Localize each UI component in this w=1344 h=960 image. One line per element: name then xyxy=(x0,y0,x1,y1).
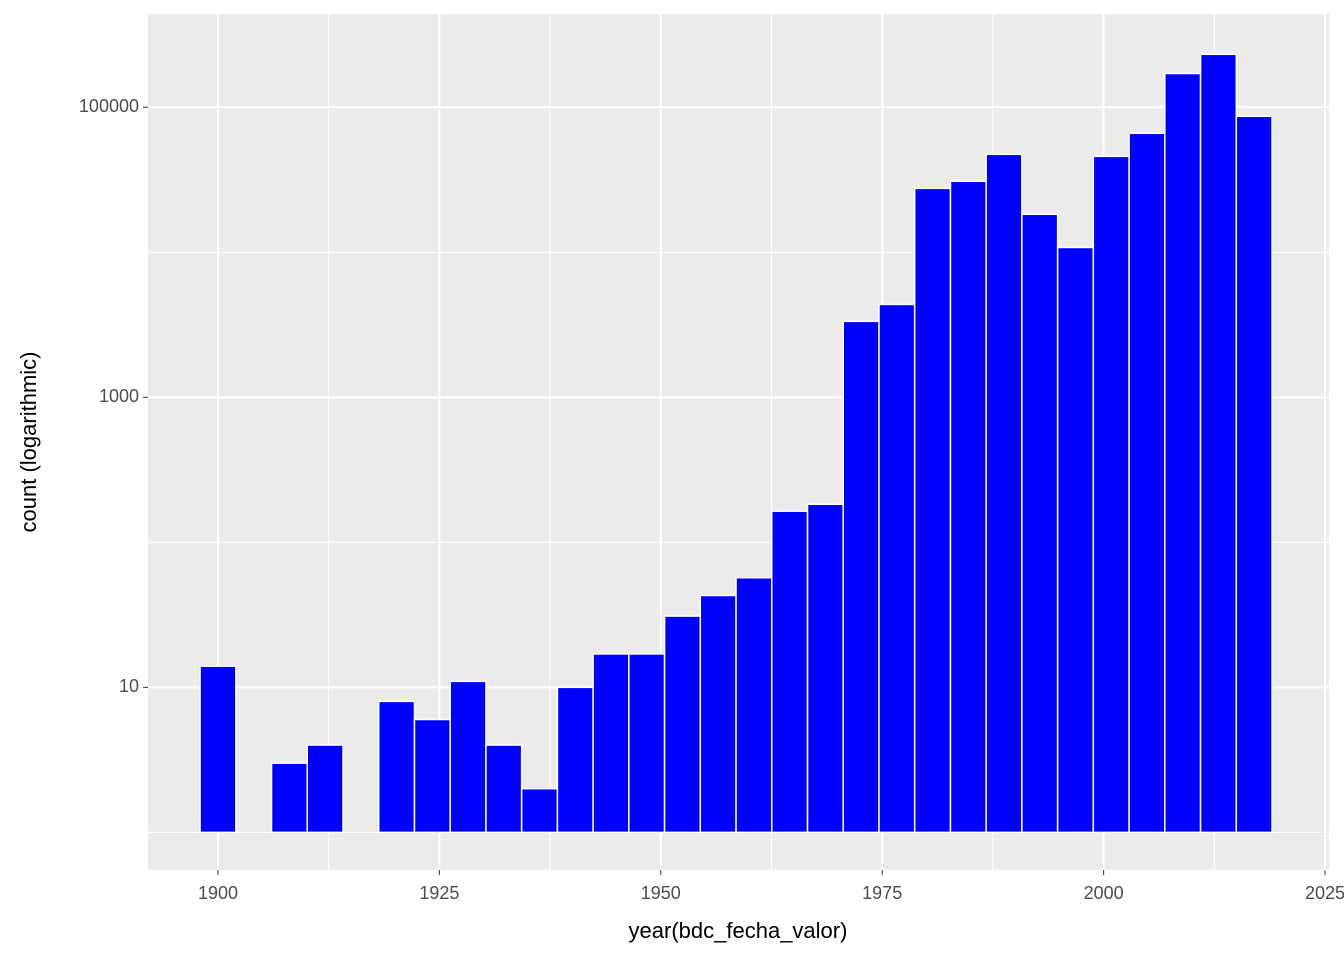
bar xyxy=(699,594,737,834)
x-tick-label: 1950 xyxy=(641,883,681,903)
bar xyxy=(806,503,844,834)
bar xyxy=(270,762,308,834)
bar xyxy=(1235,115,1273,834)
bar xyxy=(771,510,809,834)
bar xyxy=(913,187,952,834)
bar xyxy=(1021,213,1059,834)
bar xyxy=(842,320,880,834)
bar xyxy=(1128,132,1166,834)
bar xyxy=(592,653,630,834)
bar xyxy=(985,153,1023,834)
bar xyxy=(735,576,773,834)
bar xyxy=(306,744,344,834)
bar xyxy=(556,686,594,834)
x-tick-label: 2000 xyxy=(1084,883,1124,903)
bar xyxy=(663,615,702,834)
bar xyxy=(413,718,451,834)
x-axis-title: year(bdc_fecha_valor) xyxy=(629,918,848,943)
bar xyxy=(449,680,487,834)
x-tick-label: 2025 xyxy=(1305,883,1344,903)
x-tick-label: 1900 xyxy=(198,883,238,903)
bar xyxy=(485,744,523,834)
y-tick-label: 100000 xyxy=(79,96,139,116)
bar xyxy=(1092,155,1130,834)
bar xyxy=(1164,72,1202,834)
y-axis-title: count (logarithmic) xyxy=(16,352,41,533)
bar xyxy=(377,700,416,834)
bar xyxy=(878,303,916,834)
bar xyxy=(199,665,237,834)
bar xyxy=(628,653,666,834)
bar xyxy=(1056,246,1095,834)
bar xyxy=(949,180,987,834)
bar xyxy=(520,787,559,834)
x-tick-label: 1975 xyxy=(862,883,902,903)
bar xyxy=(1199,53,1238,834)
x-tick-label: 1925 xyxy=(419,883,459,903)
y-tick-label: 10 xyxy=(119,676,139,696)
y-tick-label: 1000 xyxy=(99,386,139,406)
